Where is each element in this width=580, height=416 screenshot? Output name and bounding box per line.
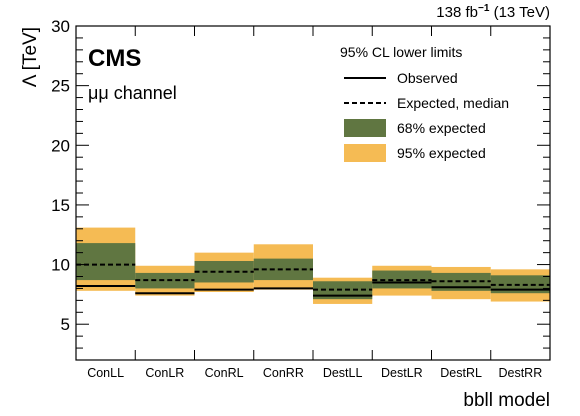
legend-band95-swatch (344, 144, 386, 162)
y-axis-ticks: 5 10 15 20 25 30 (51, 17, 550, 361)
band68-ConRR (253, 258, 313, 281)
legend-observed-label: Observed (397, 70, 458, 86)
y-tick-label: 25 (51, 77, 70, 96)
channel-label: μμ channel (88, 83, 177, 103)
y-tick-label: 5 (61, 315, 70, 334)
y-tick-label: 30 (51, 17, 70, 36)
lumi-energy: (13 TeV) (489, 4, 550, 21)
lumi-value: 138 fb (436, 4, 478, 21)
x-tick-label: DestRL (440, 366, 482, 380)
band68-ConLR (135, 272, 195, 289)
x-tick-label: ConRL (205, 366, 244, 380)
legend-band68-label: 68% expected (397, 120, 486, 136)
x-tick-label: DestLL (323, 366, 363, 380)
x-axis-ticks: ConLL ConLR ConRL ConRR DestLL DestLR DestRL De… (87, 26, 542, 380)
y-tick-label: 10 (51, 256, 70, 275)
x-tick-label: DestLR (381, 366, 423, 380)
x-tick-label: DestRR (498, 366, 542, 380)
band68-ConLL (76, 243, 136, 281)
legend-expected-label: Expected, median (397, 95, 509, 111)
band68-DestLR (372, 270, 432, 289)
luminosity-label: 138 fb−1 (13 TeV) (436, 3, 550, 21)
lumi-exponent: −1 (478, 3, 490, 14)
legend: 95% CL lower limits Observed Expected, m… (340, 44, 509, 162)
observed-line-group (76, 281, 550, 297)
x-axis-title: bbll model (463, 390, 550, 411)
y-tick-label: 20 (51, 136, 70, 155)
legend-title: 95% CL lower limits (340, 44, 462, 60)
x-tick-label: ConLL (87, 366, 124, 380)
y-tick-label: 15 (51, 196, 70, 215)
x-tick-label: ConLR (145, 366, 184, 380)
legend-band68-swatch (344, 119, 386, 137)
y-axis-title: Λ [TeV] (20, 27, 41, 87)
legend-band95-label: 95% expected (397, 145, 486, 161)
cms-label: CMS (88, 45, 141, 72)
plot-frame (75, 25, 551, 361)
x-tick-label: ConRR (263, 366, 304, 380)
band68-ConRL (194, 260, 254, 283)
